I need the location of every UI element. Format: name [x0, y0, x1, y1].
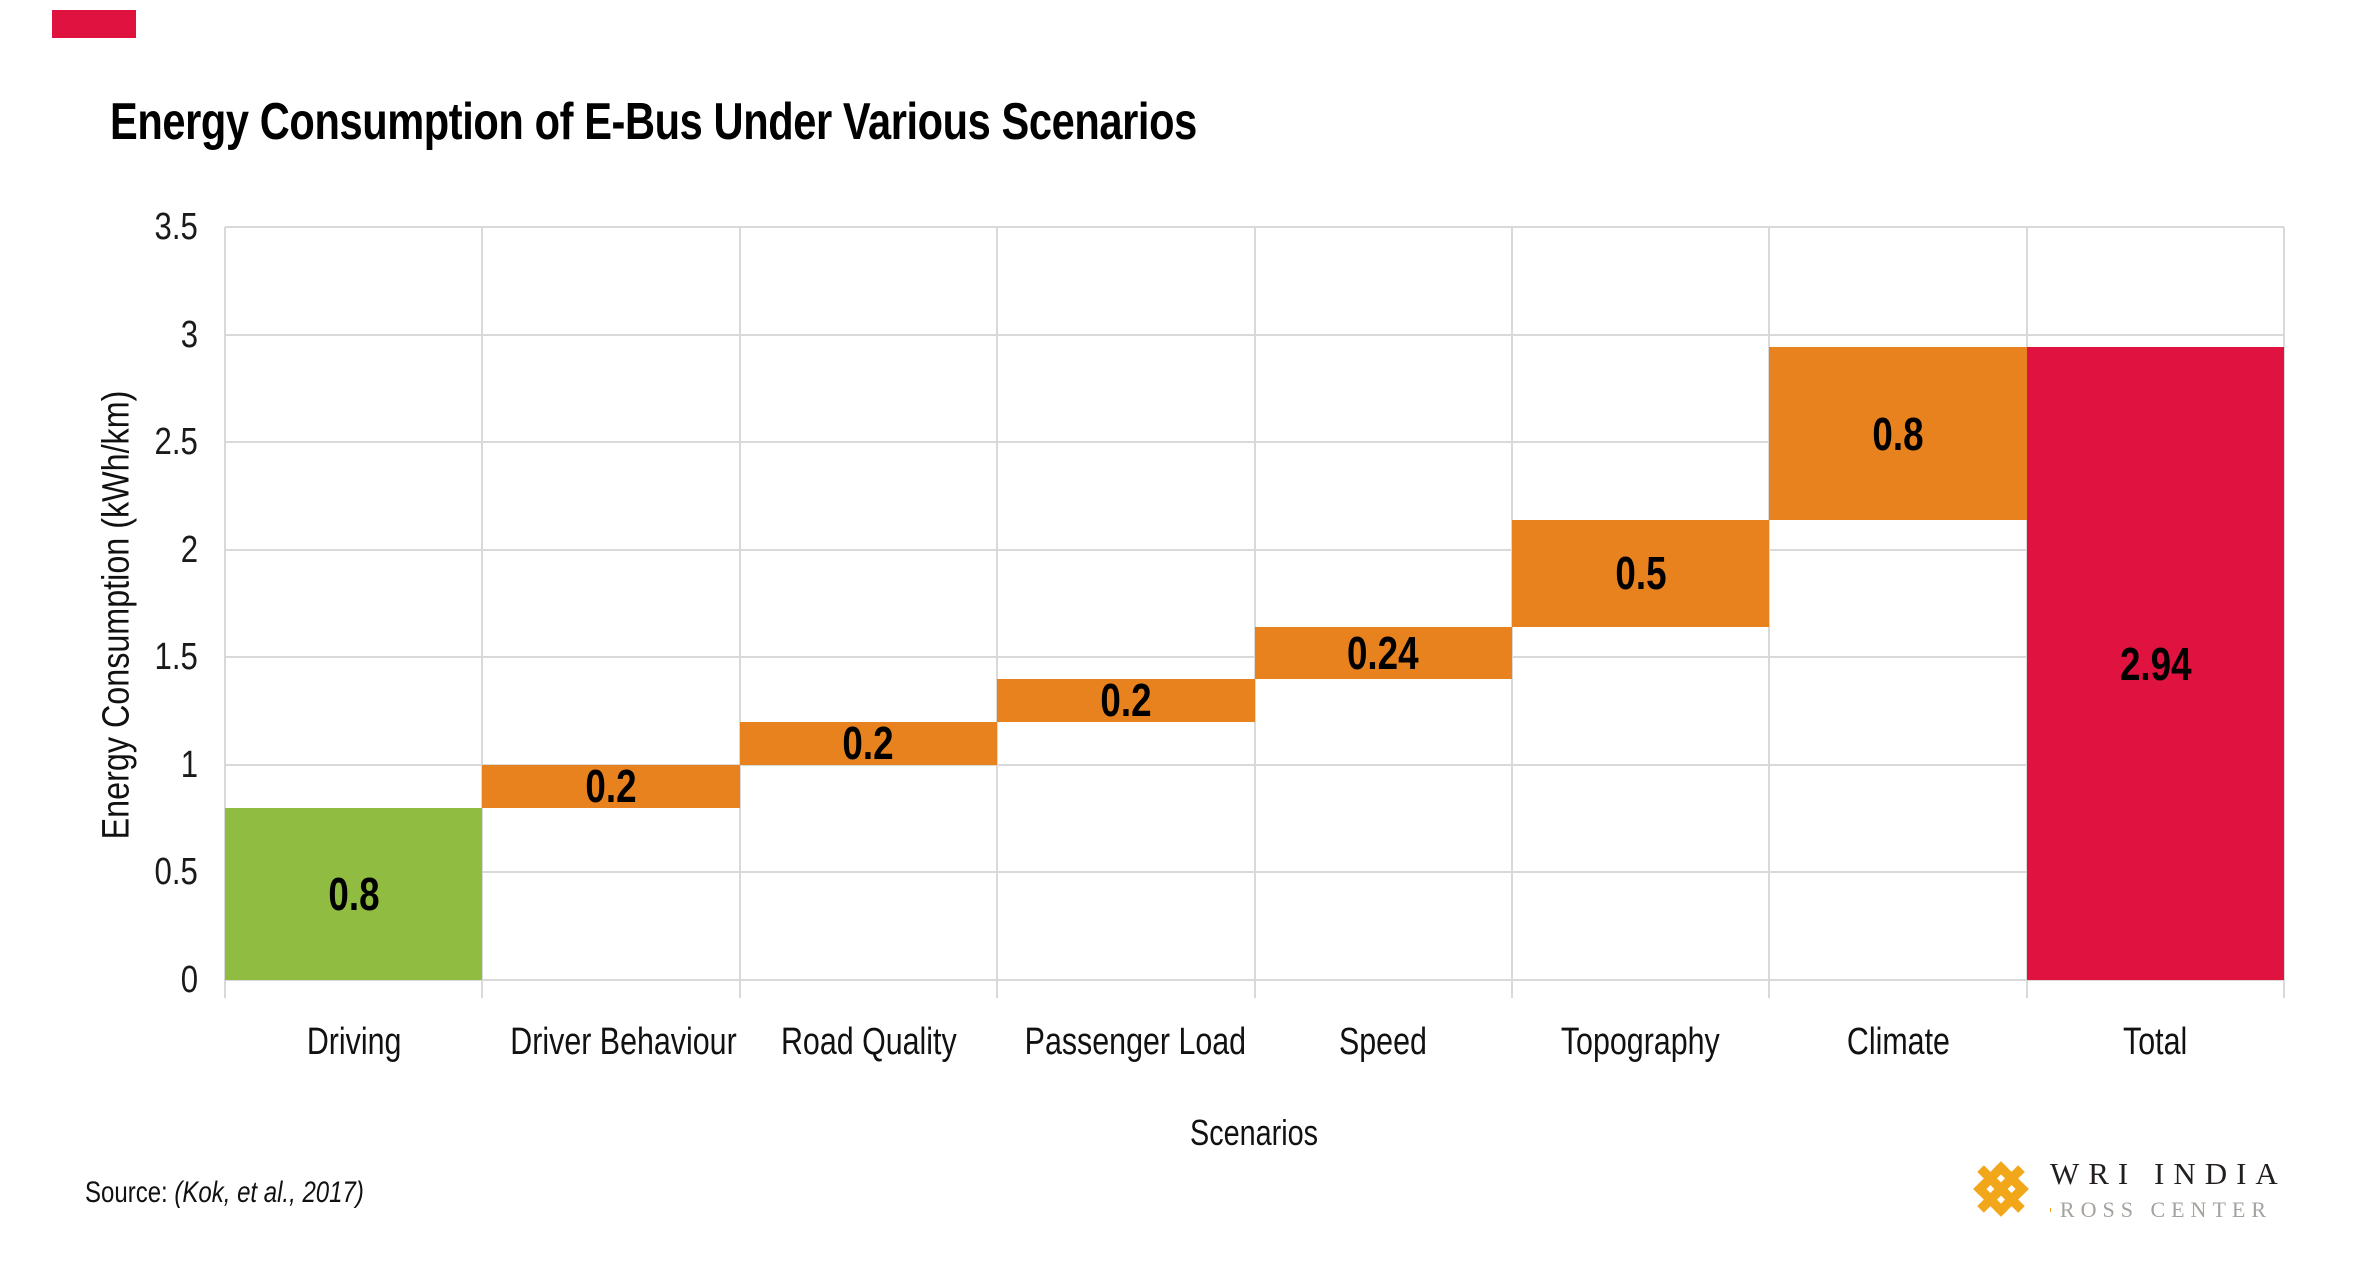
wri-logo-text: WRI INDIA ROSS CENTER: [2050, 1156, 2287, 1223]
bar-speed: 0.24: [1254, 626, 1512, 679]
source-citation: (Kok, et al., 2017): [174, 1176, 364, 1209]
bar-total: 2.94: [2026, 347, 2284, 980]
source-line: Source: (Kok, et al., 2017): [85, 1176, 434, 1210]
category-label-climate: Climate: [1846, 1021, 1950, 1063]
category-label-passenger-load: Passenger Load: [1024, 1021, 1247, 1063]
wri-weave-mark-icon: [1973, 1161, 2029, 1217]
bar-topography: 0.5: [1511, 519, 1770, 628]
bar-climate: 0.8: [1769, 347, 2027, 520]
x-axis-category-labels: Driving Driver Behaviour Road Quality Passe…: [225, 1018, 2284, 1066]
bar-road-quality: 0.2: [739, 717, 998, 769]
bar-value-label: 0.5: [1614, 547, 1667, 600]
bar-value-label: 2.94: [2119, 637, 2192, 690]
gridline-v: [996, 227, 999, 998]
bar-value-label: 0.2: [1100, 674, 1152, 727]
bar-driving: 0.8: [225, 807, 483, 980]
y-tick-label: 2.5: [154, 421, 198, 464]
category-label-speed: Speed: [1339, 1021, 1428, 1063]
y-tick-label: 1.5: [154, 636, 198, 679]
wri-logo-center-name: ROSS CENTER: [2059, 1197, 2272, 1222]
y-tick-label: 2: [180, 528, 198, 571]
gridline-v: [738, 227, 741, 998]
category-label-road-quality: Road Quality: [780, 1021, 957, 1063]
bar-passenger-load: 0.2: [997, 674, 1255, 726]
y-tick-label: 1: [180, 743, 198, 786]
y-tick-label: 0: [180, 959, 198, 1001]
x-axis-title: Scenarios: [225, 1112, 2284, 1154]
wri-logo-dash-icon: [2050, 1208, 2051, 1212]
page-title: Energy Consumption of E-Bus Under Variou…: [110, 92, 1469, 152]
category-label-driver-behaviour: Driver Behaviour: [510, 1021, 738, 1063]
y-tick-label: 3.5: [154, 206, 198, 248]
bar-value-label: 0.8: [1872, 407, 1924, 460]
chart-plot: 0.8 0.2 0.2 0.2 0.24 0.5 0.8 2.94: [224, 226, 2285, 998]
bar-value-label: 0.8: [328, 867, 380, 920]
gridline-v: [481, 227, 484, 998]
gridline-v: [224, 227, 226, 998]
y-tick-label: 3: [180, 313, 198, 356]
y-axis-ticks: 0 0.5 1 1.5 2 2.5 3 3.5: [0, 206, 198, 1001]
category-label-total: Total: [2123, 1021, 2188, 1063]
wri-india-logo: WRI INDIA ROSS CENTER: [1970, 1156, 2290, 1236]
source-prefix: Source:: [85, 1176, 175, 1209]
bar-driver-behaviour: 0.2: [482, 760, 740, 812]
y-axis-title-text: Energy Consumption (kWh/km): [95, 390, 138, 840]
gridline-v: [1768, 227, 1771, 998]
bar-value-label: 0.2: [842, 717, 895, 770]
page-title-text: Energy Consumption of E-Bus Under Variou…: [110, 93, 1197, 151]
category-label-driving: Driving: [306, 1021, 401, 1063]
category-label-topography: Topography: [1561, 1021, 1720, 1063]
y-tick-label: 0.5: [154, 851, 198, 894]
gridline-v: [1253, 227, 1256, 998]
wri-logo-row2: ROSS CENTER: [2050, 1197, 2272, 1223]
wri-logo-org-name: WRI INDIA: [2050, 1156, 2287, 1191]
x-axis-title-text: Scenarios: [1190, 1112, 1319, 1153]
bar-value-label: 0.24: [1347, 626, 1419, 679]
gridline-v: [2283, 227, 2285, 998]
bar-value-label: 0.2: [585, 760, 637, 813]
accent-bar: [52, 10, 136, 38]
